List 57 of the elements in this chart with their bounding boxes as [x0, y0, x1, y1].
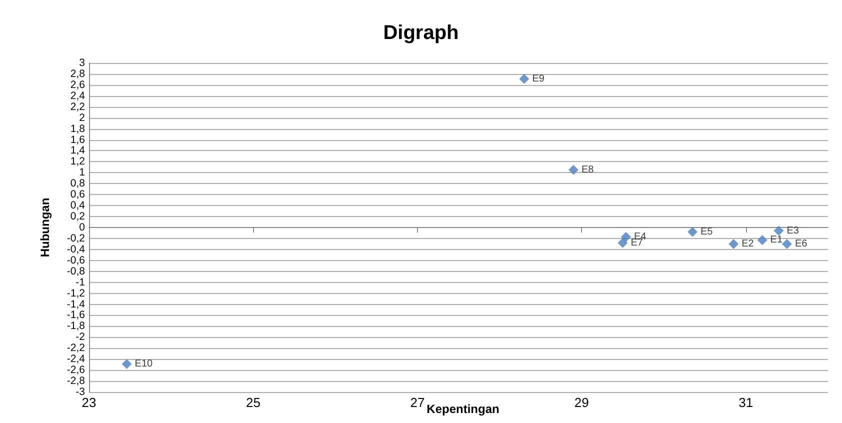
annotation: E5 — [700, 226, 714, 238]
y-tick-label: -2 — [76, 331, 86, 344]
point — [774, 226, 784, 236]
x-tick-label: 23 — [82, 395, 96, 410]
y-axis-title: Hubungan — [38, 198, 52, 258]
y-tick-label: -2,6 — [66, 364, 86, 376]
y-tick-label: -1,2 — [66, 287, 86, 300]
y-tick-label: 1,6 — [70, 134, 86, 146]
x-tick-label: 29 — [574, 395, 589, 410]
y-tick-label: 0,2 — [70, 210, 86, 223]
point — [519, 74, 530, 84]
annotation: E8 — [581, 164, 594, 176]
y-tick-label: -2,8 — [66, 375, 86, 388]
y-tick-label: 0,6 — [70, 188, 86, 201]
y-tick-label: -0,6 — [66, 254, 86, 266]
y-tick-label: 1,8 — [70, 122, 86, 135]
annotation: E3 — [786, 225, 800, 236]
y-tick-label: 1,2 — [70, 156, 86, 168]
y-tick-label: 2,8 — [70, 68, 86, 80]
point — [568, 164, 578, 175]
y-tick-label: 0 — [79, 222, 86, 234]
y-tick-label: 1,4 — [70, 144, 86, 157]
y-tick-label: 1 — [79, 166, 86, 179]
y-tick-label: -0,2 — [66, 232, 86, 244]
y-tick-label: 2,6 — [70, 78, 86, 91]
y-tick-label: -1,4 — [66, 298, 86, 310]
y-tick-label: -0,8 — [66, 265, 86, 278]
annotation: E6 — [794, 238, 808, 250]
y-tick-label: -2,2 — [66, 342, 86, 354]
x-tick-label: 27 — [410, 395, 425, 410]
point — [122, 359, 132, 370]
x-axis-title: Kepentingan — [426, 402, 500, 416]
point — [782, 238, 792, 249]
y-tick-label: 0,8 — [70, 178, 86, 190]
chart-title: Digraph — [383, 22, 459, 44]
y-tick-label: 2,4 — [70, 90, 86, 102]
point — [618, 238, 628, 248]
y-tick-label: 2,2 — [70, 100, 86, 113]
x-tick-label: 31 — [738, 395, 754, 410]
y-tick-label: -1 — [76, 276, 86, 288]
y-tick-label: -1,6 — [66, 309, 86, 322]
y-tick-label: -2,4 — [66, 353, 86, 366]
x-tick-label: 25 — [246, 395, 260, 410]
point — [688, 226, 698, 237]
point — [621, 232, 632, 242]
annotation: E9 — [532, 73, 545, 84]
annotation: E10 — [134, 358, 154, 370]
y-tick-label: -3 — [76, 386, 86, 398]
y-tick-label: 2 — [79, 112, 86, 124]
point — [757, 235, 768, 246]
annotation: E2 — [742, 238, 754, 250]
y-tick-label: 3 — [79, 57, 86, 69]
annotation: E1 — [770, 234, 783, 246]
y-tick-label: 0,4 — [70, 200, 86, 212]
point — [728, 238, 739, 249]
y-tick-label: -1,8 — [66, 320, 86, 332]
y-tick-label: -0,4 — [66, 243, 86, 256]
